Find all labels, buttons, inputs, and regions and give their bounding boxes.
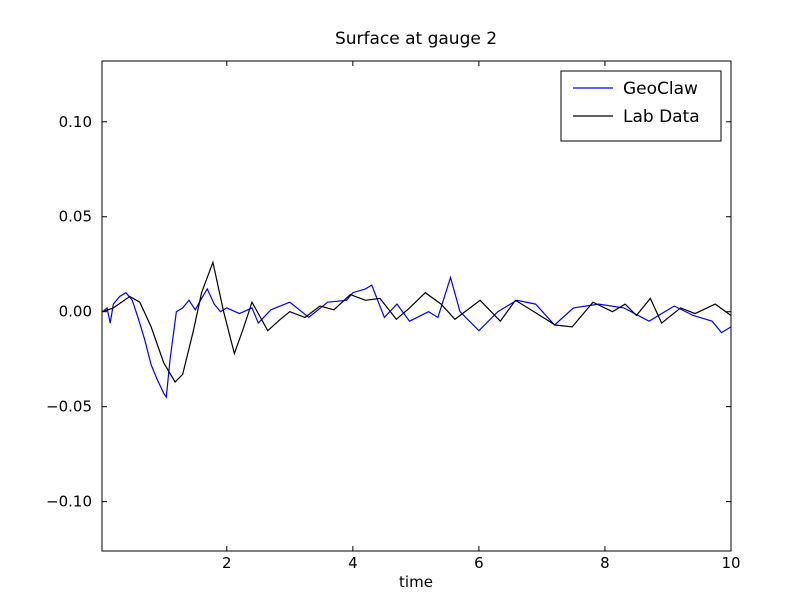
plot-frame [101,60,732,552]
y-tick-label: −0.05 [46,398,92,416]
x-tick-label: 4 [348,554,358,572]
legend-box [560,70,722,142]
y-tick-label: −0.10 [46,493,92,511]
x-tick-label: 10 [721,554,740,572]
legend-label: GeoClaw [623,79,698,99]
x-tick-label: 8 [600,554,610,572]
x-axis-label: time [399,573,433,591]
series-line [102,260,732,383]
y-tick-label: 0.10 [59,113,92,131]
chart-title: Surface at gauge 2 [335,29,497,49]
x-tick-label: 6 [474,554,484,572]
y-tick-label: 0.00 [59,303,92,321]
x-tick-label: 2 [222,554,232,572]
y-tick-label: 0.05 [59,208,92,226]
legend-label: Lab Data [623,107,700,127]
